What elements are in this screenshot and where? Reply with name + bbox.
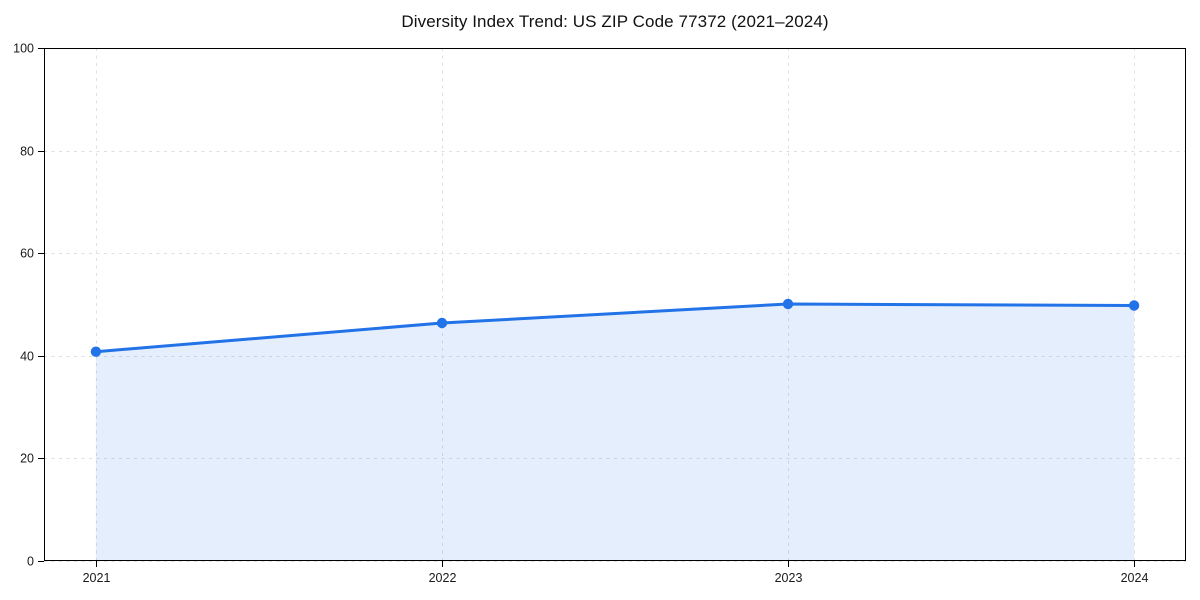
x-tick-label-2024: 2024 <box>1121 571 1149 585</box>
series-area-fill <box>95 304 1135 561</box>
x-tick-label-2023: 2023 <box>775 571 803 585</box>
axis-ticks <box>38 48 1135 567</box>
y-tick-label-60: 60 <box>20 247 34 261</box>
data-point-2022 <box>436 317 448 329</box>
x-tick-label-2021: 2021 <box>83 571 111 585</box>
axes-frame <box>44 48 1186 561</box>
y-tick-label-80: 80 <box>20 145 34 159</box>
chart-title: Diversity Index Trend: US ZIP Code 77372… <box>401 12 829 31</box>
trend-line <box>94 302 1136 354</box>
y-tick-label-100: 100 <box>13 42 34 56</box>
y-tick-label-40: 40 <box>20 350 34 364</box>
data-point-2024 <box>1128 300 1140 311</box>
axis-tick-labels: 0 20 40 60 80 100 2021 2022 2023 2024 <box>13 42 1148 586</box>
x-tick-label-2022: 2022 <box>429 571 457 585</box>
data-point-2021 <box>90 346 102 357</box>
data-point-2023 <box>782 298 794 310</box>
area-fill <box>95 304 1135 561</box>
y-tick-label-20: 20 <box>20 452 34 466</box>
axes-spines <box>44 48 1186 561</box>
series-line <box>94 302 1136 354</box>
data-point-markers <box>90 298 1140 357</box>
y-tick-label-0: 0 <box>27 555 34 569</box>
